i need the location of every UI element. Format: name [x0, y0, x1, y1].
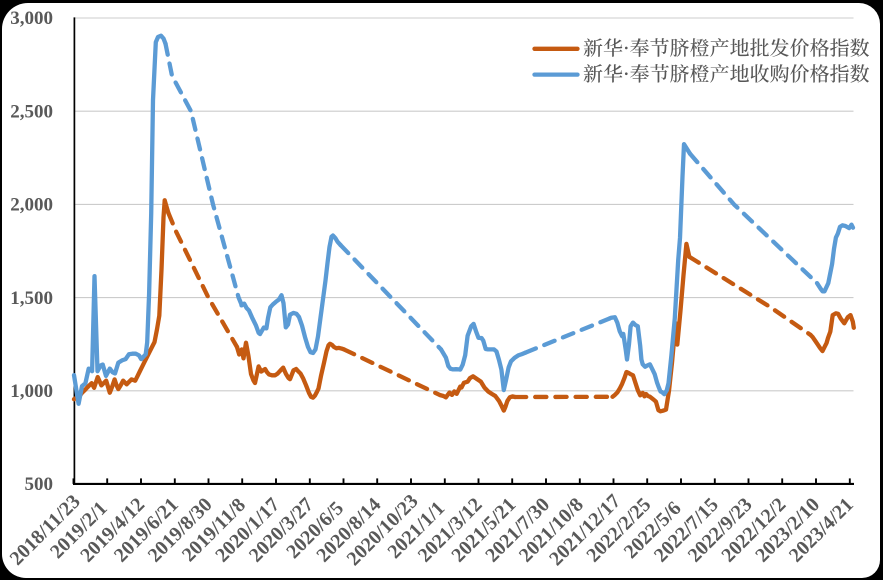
- svg-text:1,000: 1,000: [10, 381, 53, 402]
- svg-text:2,500: 2,500: [10, 101, 53, 122]
- svg-text:2,000: 2,000: [10, 195, 53, 216]
- svg-text:500: 500: [25, 474, 54, 495]
- svg-text:3,000: 3,000: [10, 8, 53, 29]
- svg-text:1,500: 1,500: [10, 288, 53, 309]
